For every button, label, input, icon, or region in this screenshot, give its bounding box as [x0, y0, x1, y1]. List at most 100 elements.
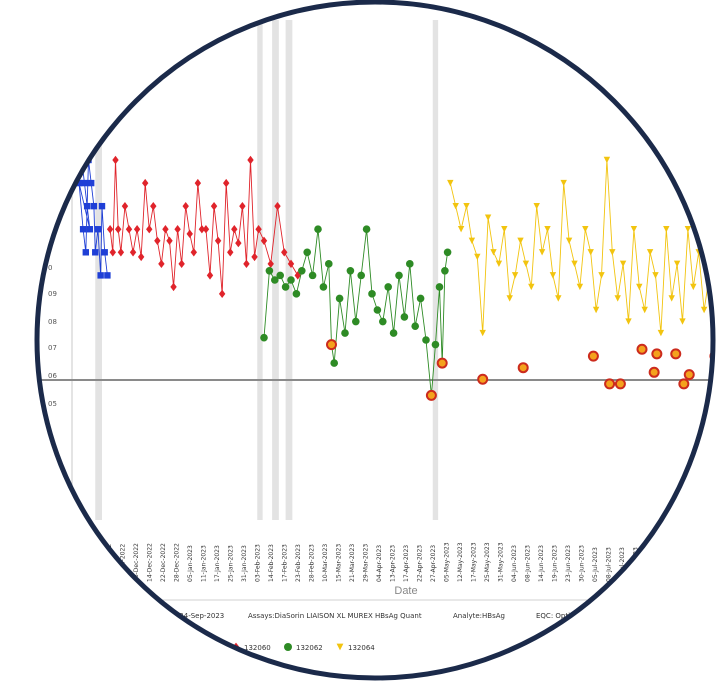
lens-border — [34, 0, 716, 681]
data-point — [154, 236, 161, 245]
flagged-point — [670, 348, 682, 360]
data-point — [77, 133, 84, 141]
data-point — [533, 202, 540, 210]
data-point — [137, 252, 145, 262]
data-point — [452, 202, 459, 210]
data-point — [86, 226, 94, 233]
data-point — [158, 259, 165, 269]
data-point — [112, 155, 119, 165]
data-point — [265, 266, 274, 275]
x-tick-label: 05-May-2023 — [443, 542, 450, 582]
data-point — [274, 201, 281, 211]
x-tick-label: 08-Jun-2023 — [524, 545, 531, 582]
data-point — [335, 294, 344, 303]
data-point — [422, 336, 430, 344]
data-point — [314, 225, 322, 234]
x-tick-label: 19-Jun-2023 — [551, 545, 558, 582]
x-tick-label: 27-Apr-2023 — [430, 545, 437, 582]
x-tick-label: 28-Dec-2022 — [173, 543, 180, 582]
data-point — [202, 225, 210, 234]
x-tick-label: 17-Feb-2023 — [281, 544, 288, 582]
x-tick-label: 27-Jul-2023 — [659, 547, 666, 582]
data-point — [468, 237, 476, 244]
data-point — [97, 272, 104, 279]
data-point — [115, 225, 122, 234]
data-point — [271, 276, 279, 284]
flagged-point — [587, 350, 599, 362]
x-tick-label: 13-Apr-2023 — [389, 545, 396, 582]
data-point — [206, 271, 214, 280]
legend-label: 132064 — [348, 644, 375, 652]
x-tick-label: 12-May-2023 — [457, 542, 464, 582]
data-point — [243, 259, 250, 269]
data-point — [231, 225, 238, 234]
data-point — [142, 178, 149, 188]
flagged-point — [636, 343, 648, 355]
x-tick-label: 06-Dec-2022 — [133, 543, 140, 582]
data-point — [636, 283, 643, 291]
x-tick-label: 17-Jan-2023 — [214, 545, 221, 582]
data-point — [218, 289, 226, 299]
flagged-point — [614, 378, 626, 390]
x-tick-label: 28-Feb-2023 — [308, 544, 315, 582]
data-point — [630, 226, 638, 233]
data-point — [162, 225, 169, 234]
x-tick-label: 21-Mar-2023 — [349, 544, 356, 582]
data-point — [227, 248, 234, 257]
data-point — [603, 156, 611, 164]
data-point — [576, 283, 584, 291]
data-point — [78, 156, 85, 164]
x-tick-label: 05-Jan-2023 — [187, 545, 194, 582]
data-point — [571, 260, 578, 268]
x-tick-label: 14-Aug-2023 — [700, 543, 707, 582]
flagged-point — [683, 369, 695, 381]
data-point — [276, 271, 285, 280]
x-tick-label: 23-Feb-2023 — [295, 544, 302, 582]
flagged-point — [477, 373, 489, 385]
x-tick-label: 04-Apr-2023 — [376, 545, 383, 582]
data-point — [88, 179, 95, 187]
footer-assay: Assays:DiaSorin LIAISON XL MUREX HBsAg Q… — [248, 612, 422, 620]
data-point — [406, 260, 414, 268]
data-point — [673, 260, 681, 268]
y-tick-label: 0 — [48, 264, 52, 272]
x-tick-label: 17-May-2023 — [470, 542, 477, 582]
data-point — [511, 272, 519, 279]
data-point — [517, 237, 524, 244]
data-point — [368, 290, 376, 298]
data-point — [292, 290, 301, 298]
x-tick-label: 23-Jun-2023 — [565, 545, 572, 582]
highlight-band — [432, 20, 439, 520]
data-point — [657, 329, 665, 337]
highlight-bands — [95, 20, 439, 520]
x-tick-label: 08-Aug-2023 — [686, 543, 693, 582]
highlight-band — [272, 20, 279, 520]
data-point — [352, 317, 360, 326]
data-point — [166, 236, 173, 245]
legend-marker — [284, 643, 292, 651]
data-point — [260, 236, 268, 245]
data-point — [79, 226, 87, 233]
data-point — [538, 249, 546, 256]
y-tick-label: 09 — [48, 290, 57, 298]
data-point — [210, 201, 218, 211]
data-point — [330, 359, 339, 367]
x-tick-label: 15-Mar-2023 — [335, 544, 342, 582]
data-point — [190, 248, 197, 257]
data-point — [125, 225, 133, 234]
data-point — [416, 294, 425, 303]
data-point — [395, 271, 403, 280]
data-point — [287, 276, 295, 284]
data-point — [287, 259, 295, 269]
data-point — [267, 259, 274, 269]
data-point — [652, 272, 659, 279]
data-point — [528, 283, 535, 291]
data-point — [555, 295, 562, 302]
data-point — [565, 237, 573, 244]
data-point — [690, 283, 697, 291]
data-point — [341, 329, 349, 337]
y-tick-label: 06 — [48, 372, 57, 380]
data-point — [614, 295, 621, 302]
data-point — [90, 202, 98, 210]
